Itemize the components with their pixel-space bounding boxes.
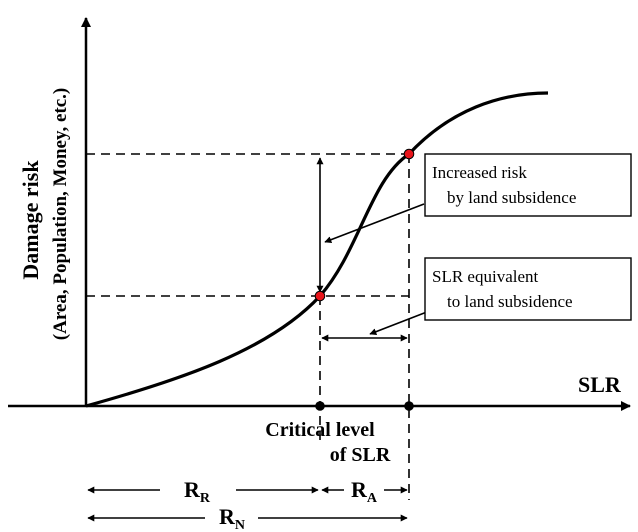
slr-equivalent-line2: to land subsidence <box>447 292 573 311</box>
y-axis-label-line1: Damage risk <box>18 160 43 280</box>
y-axis-label-line2: (Area, Population, Money, etc.) <box>50 88 71 340</box>
critical-level-line1: Critical level <box>265 419 375 441</box>
damage-risk-curve <box>85 91 549 408</box>
slr-equivalent-box <box>424 257 632 321</box>
subsidence-level-point <box>404 401 414 411</box>
dashed-guides <box>86 153 410 500</box>
r-a-label: RA <box>351 477 378 506</box>
increased-risk-line1: Increased risk <box>432 163 527 182</box>
upper-risk-point <box>403 148 415 160</box>
r-n-label: RN <box>219 504 245 532</box>
increased-risk-line2: by land subsidence <box>447 188 576 207</box>
r-r-label: RR <box>184 477 211 506</box>
slr-equivalent-pointer <box>369 309 433 335</box>
x-axis-label: SLR <box>578 372 622 397</box>
increased-risk-pointer <box>324 203 425 244</box>
slr-equivalent-line1: SLR equivalent <box>432 267 539 286</box>
increased-risk-box <box>424 153 632 217</box>
lower-risk-point <box>314 290 326 302</box>
critical-level-point <box>315 401 325 411</box>
critical-level-line2: of SLR <box>330 444 391 466</box>
